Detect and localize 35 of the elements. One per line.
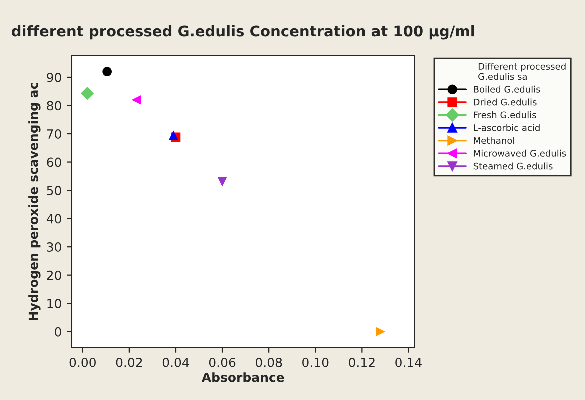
legend-label: L-ascorbic acid xyxy=(474,124,540,132)
y-tick-label: 30 xyxy=(47,242,62,252)
legend-label: Microwaved G.edulis xyxy=(474,150,566,157)
legend-label: Fresh G.edulis xyxy=(474,112,536,119)
legend-label: Methanol xyxy=(474,137,514,144)
point xyxy=(169,130,178,140)
y-tick-label: 90 xyxy=(47,72,62,82)
x-tick-label: 0.12 xyxy=(349,358,375,368)
legend-label: Steamed G.edulis xyxy=(474,162,553,170)
y-tick-label: 50 xyxy=(47,186,62,196)
y-tick-label: 60 xyxy=(47,158,62,168)
x-tick-label: 0.04 xyxy=(162,358,190,368)
y-tick-label: 40 xyxy=(46,214,62,224)
y-tick-label: 70 xyxy=(47,129,62,139)
legend-title: Different processed G.edulis sa xyxy=(478,63,566,80)
point xyxy=(80,87,94,100)
x-tick-label: 0.08 xyxy=(256,358,282,368)
y-tick-label: 0 xyxy=(55,327,62,337)
point xyxy=(132,95,142,105)
point xyxy=(102,67,112,76)
legend-label: Dried G.edulis xyxy=(474,98,537,106)
y-tick-label: 20 xyxy=(47,270,62,280)
y-tick-label: 10 xyxy=(48,299,62,309)
point xyxy=(376,327,386,337)
point xyxy=(218,177,228,187)
x-tick-label: 0.02 xyxy=(116,358,142,368)
x-tick-label: 0.06 xyxy=(209,358,236,368)
x-tick-label: 0.10 xyxy=(302,358,329,368)
x-tick-label: 0.14 xyxy=(396,358,422,368)
y-tick-label: 80 xyxy=(47,101,62,111)
legend-label: Boiled G.edulis xyxy=(474,86,540,93)
chart-title: different processed G.edulis Concentration at 100 µg/ml xyxy=(12,25,474,40)
y-axis-title: Hydrogen peroxide scavenging ac xyxy=(28,83,41,321)
x-tick-label: 0.00 xyxy=(70,358,96,368)
x-axis-title: Absorbance xyxy=(202,372,284,382)
